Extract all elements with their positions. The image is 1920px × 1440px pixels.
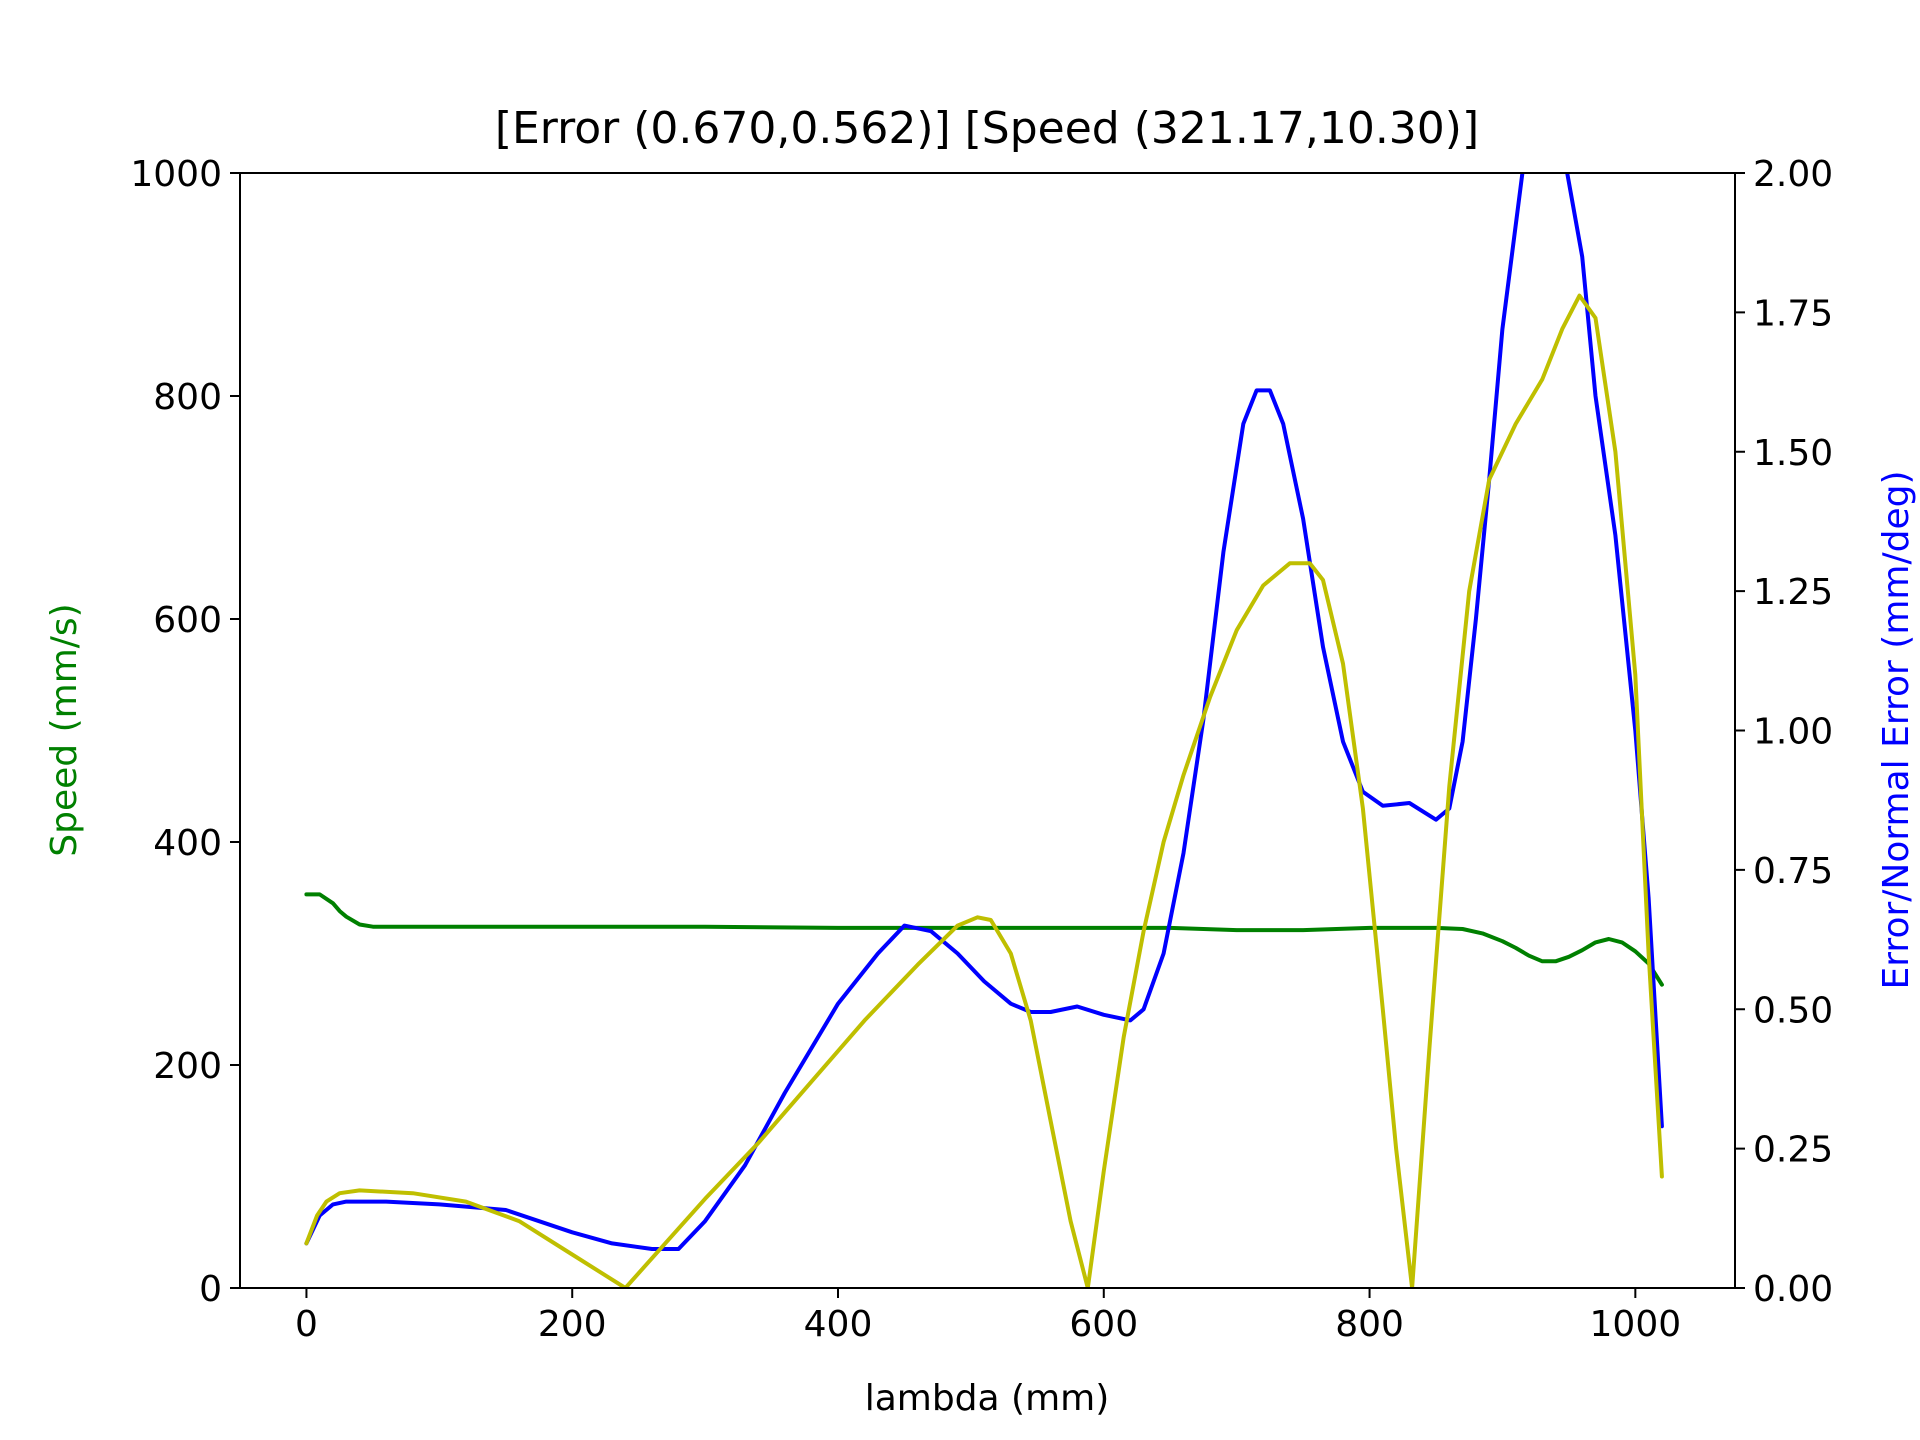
y-left-tick-label: 1000 <box>130 154 222 195</box>
x-tick-label: 200 <box>538 1304 607 1345</box>
x-tick-label: 800 <box>1335 1304 1404 1345</box>
y-right-tick-label: 0.25 <box>1753 1130 1833 1171</box>
normal-error-series-line <box>304 293 1664 1288</box>
chart-title: [Error (0.670,0.562)] [Speed (321.17,10.… <box>495 103 1479 154</box>
y-right-tick-label: 0.00 <box>1753 1269 1833 1310</box>
y-right-tick-label: 0.50 <box>1753 990 1833 1031</box>
y-right-tick-label: 1.75 <box>1753 293 1833 334</box>
x-tick-label: 600 <box>1069 1304 1138 1345</box>
y-left-tick-label: 600 <box>153 600 222 641</box>
speed-series-line <box>304 892 1664 987</box>
y-right-tick-label: 1.00 <box>1753 712 1833 753</box>
x-tick-label: 0 <box>295 1304 318 1345</box>
y-left-tick-label: 400 <box>153 823 222 864</box>
y-right-tick-label: 2.00 <box>1753 154 1833 195</box>
ticks-layer: 0 200 400 600 800 1000 0 200 400 600 800 1000 0.00 0.… <box>130 154 1833 1345</box>
x-tick-label: 1000 <box>1590 1304 1682 1345</box>
y-left-tick-label: 200 <box>153 1046 222 1087</box>
y-axis-label-right: Error/Normal Error (mm/deg) <box>1876 471 1917 990</box>
y-left-tick-label: 800 <box>153 377 222 418</box>
y-left-tick-label: 0 <box>199 1269 222 1310</box>
y-right-tick-label: 1.25 <box>1753 572 1833 613</box>
error-series-line <box>304 173 1664 1251</box>
y-right-tick-label: 0.75 <box>1753 851 1833 892</box>
x-axis-label: lambda (mm) <box>865 1378 1110 1419</box>
series-layer <box>304 173 1664 1288</box>
y-right-tick-label: 1.50 <box>1753 433 1833 474</box>
y-axis-label-left: Speed (mm/s) <box>44 603 85 856</box>
x-tick-label: 400 <box>804 1304 873 1345</box>
